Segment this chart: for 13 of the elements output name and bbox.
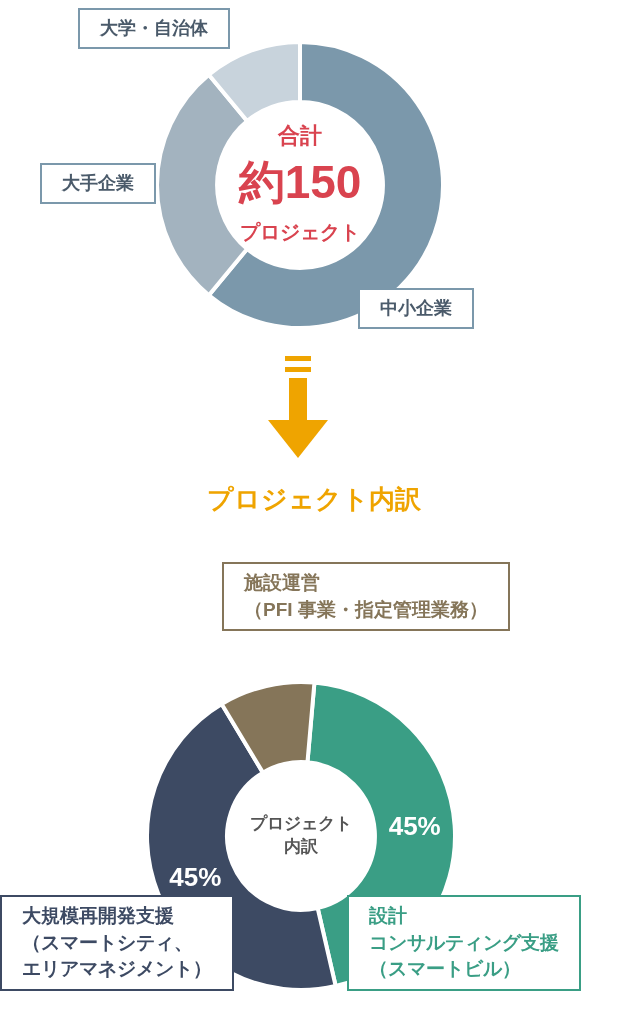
data-label: 45% — [388, 811, 441, 842]
slice-label: 大手企業 — [40, 163, 156, 205]
slice-label: 設計コンサルティング支援（スマートビル） — [347, 895, 581, 991]
text: プロジェクト内訳 — [250, 814, 352, 857]
text: プロジェクト — [240, 220, 360, 243]
text: 約150 — [237, 155, 362, 208]
chart-title: プロジェクト内訳 — [206, 483, 422, 516]
slice-label: 中小企業 — [358, 288, 474, 330]
slice-label: 大規模再開発支援（スマートシティ、エリアマネジメント） — [0, 895, 234, 991]
slice-label: 大学・自治体 — [78, 8, 230, 50]
data-label: 45% — [169, 861, 222, 892]
text: 合計 — [277, 123, 322, 149]
slice-label: 施設運営（PFI 事業・指定管理業務） — [222, 562, 510, 632]
